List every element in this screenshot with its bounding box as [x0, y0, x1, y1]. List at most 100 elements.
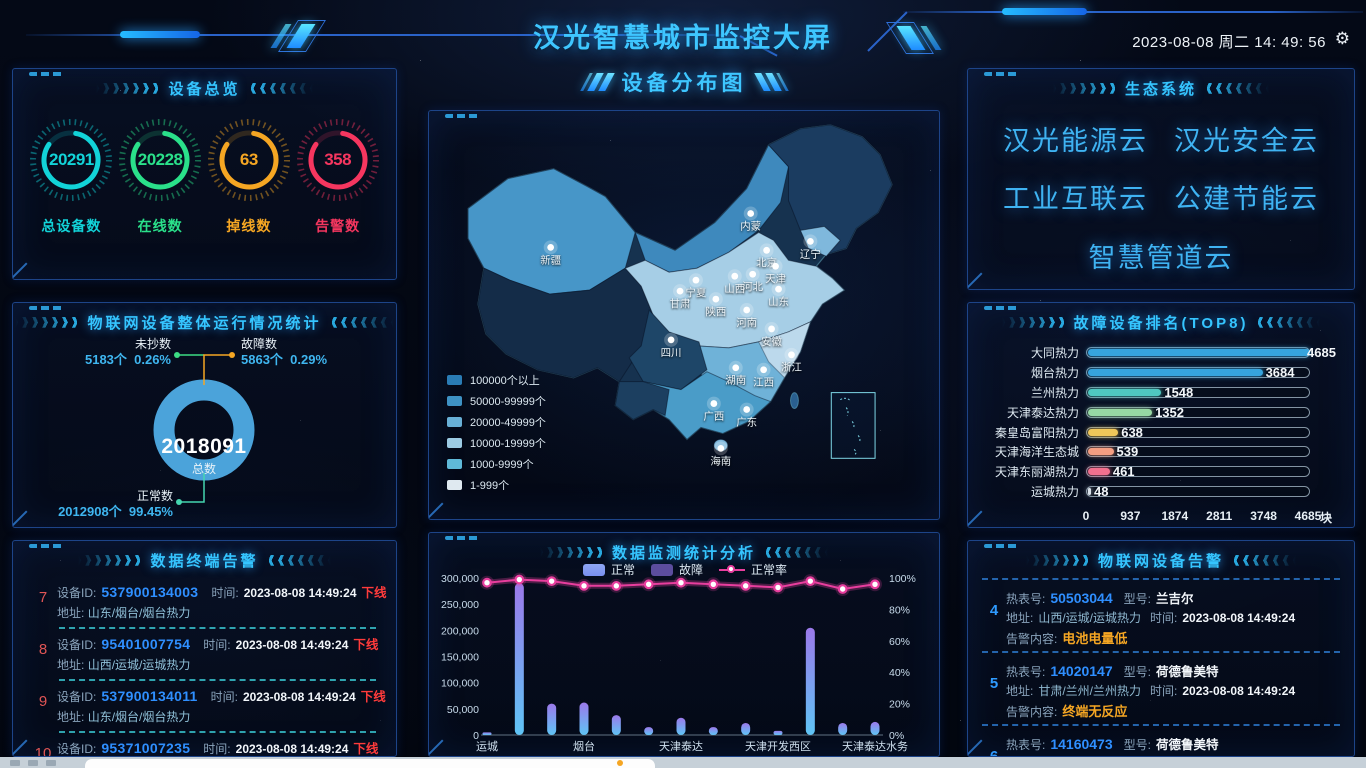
province-taiwan — [789, 392, 799, 410]
meter-label: 热表号: — [1006, 738, 1046, 752]
svg-text:宁夏: 宁夏 — [686, 286, 707, 299]
axis-tick: 2811 — [1206, 509, 1233, 524]
fault-rank-value: 1352 — [1155, 404, 1184, 420]
fault-rank-value: 461 — [1112, 464, 1135, 480]
bar-11 — [838, 722, 848, 735]
ecosystem-row: 汉光能源云 汉光安全云 — [968, 119, 1354, 158]
chevron-right-decor — [1234, 554, 1296, 566]
donut-total: 2018091 总数 — [134, 435, 274, 477]
settings-gear-icon[interactable]: ⚙ — [1334, 29, 1350, 48]
chevron-left-decor — [78, 554, 141, 566]
fault-rank-value: 48 — [1094, 483, 1109, 499]
ecosystem-link-公建节能云[interactable]: 公建节能云 — [1174, 184, 1319, 215]
iot-alarm-list[interactable]: 4 热表号: 50503044 型号: 兰吉尔 地址: 山西/运城/运城热力 时… — [968, 578, 1354, 756]
header: 汉光智慧城市监控大屏 2023-08-08 周二 14: 49: 56 ⚙ — [0, 0, 1366, 62]
map-marker-内蒙: 内蒙 — [740, 206, 761, 232]
svg-text:湖南: 湖南 — [725, 374, 746, 387]
content-label: 告警内容: — [1006, 632, 1058, 646]
header-capsule-right — [1002, 8, 1087, 15]
fault-rank-row: 大同热力 4685 — [982, 343, 1340, 363]
status-badge: 下线 — [360, 690, 386, 704]
panel-title-device-overview: 设备总览 — [13, 73, 396, 103]
legend-item-normal[interactable]: 正常 — [582, 561, 635, 578]
ecosystem-link-智慧管道云[interactable]: 智慧管道云 — [1088, 243, 1234, 274]
background-window-tab[interactable] — [85, 759, 655, 768]
time-label: 时间: — [211, 586, 239, 600]
legend-item-fault[interactable]: 故障 — [650, 561, 703, 578]
map-legend-item: 20000-49999个 — [447, 414, 546, 430]
svg-text:甘肃: 甘肃 — [670, 297, 691, 310]
province-anhui-jiangsu — [757, 321, 812, 379]
map-marker-辽宁: 辽宁 — [800, 234, 821, 260]
row-index: 10 — [34, 745, 52, 757]
map-legend-item: 50000-99999个 — [447, 393, 546, 409]
legend-item-rate[interactable]: 正常率 — [719, 561, 787, 578]
fault-rank-row: 运城热力 48 — [982, 482, 1340, 502]
device-id-label: 设备ID: — [57, 690, 97, 704]
bar-0 — [482, 732, 492, 735]
panel-title-ecosystem: 生态系统 — [968, 73, 1354, 103]
fault-rank-label: 天津泰达热力 — [1006, 405, 1079, 420]
gauge-group: 20291 总设备数 20228 在线数 63 掉线数 358 告警数 — [13, 103, 396, 236]
legend-swatch — [447, 459, 462, 469]
ecosystem-link-工业互联云[interactable]: 工业互联云 — [1003, 184, 1148, 215]
svg-text:海南: 海南 — [710, 454, 731, 467]
map-marker-海南: 海南 — [710, 441, 731, 467]
dashed-separator — [59, 731, 376, 733]
gauge-value: 20291 — [48, 150, 94, 169]
terminal-alarm-row: 7 设备ID: 537900134003 时间: 2023-08-08 14:4… — [25, 577, 387, 623]
fault-rank-row: 天津泰达热力 1352 — [982, 402, 1340, 422]
panel-iot-stats: 物联网设备整体运行情况统计 2018091 总数 未抄数 5183个 0.26% … — [12, 302, 397, 528]
map-marker-甘肃: 甘肃 — [670, 284, 691, 310]
device-id-value: 537900134003 — [101, 584, 199, 600]
time-value: 2023-08-08 14:49:24 — [235, 638, 349, 652]
row-index: 4 — [989, 602, 999, 619]
gauge-掉线数: 63 掉线数 — [206, 117, 292, 236]
row-index: 8 — [38, 641, 48, 658]
status-badge: 下线 — [361, 586, 387, 600]
legend-label: 1-999个 — [470, 480, 510, 492]
model-label: 型号: — [1123, 592, 1151, 606]
chevron-right-decor — [268, 554, 331, 566]
chevron-left-decor — [1001, 316, 1064, 328]
row-index: 7 — [38, 589, 48, 606]
terminal-alarm-list[interactable]: 7 设备ID: 537900134003 时间: 2023-08-08 14:4… — [13, 575, 396, 757]
chevron-left-decor — [96, 82, 159, 94]
svg-text:250,000: 250,000 — [441, 599, 479, 611]
bottom-window-strip[interactable] — [0, 757, 1366, 768]
svg-text:100%: 100% — [889, 573, 916, 585]
terminal-alarm-row: 10 设备ID: 95371007235 时间: 2023-08-08 14:4… — [25, 733, 386, 757]
svg-text:天津泰达水务: 天津泰达水务 — [842, 739, 908, 753]
svg-text:河北: 河北 — [742, 281, 763, 293]
model-value: 荷德鲁美特 — [1155, 665, 1219, 679]
ecosystem-link-汉光能源云[interactable]: 汉光能源云 — [1003, 125, 1148, 156]
panel-ecosystem: 生态系统 汉光能源云 汉光安全云 工业互联云 公建节能云 智慧管道云 — [967, 68, 1355, 290]
status-badge: 下线 — [353, 638, 379, 652]
device-id-value: 95401007754 — [101, 636, 191, 652]
header-line-left — [26, 34, 738, 36]
fault-rank-track: 638 — [1086, 425, 1310, 440]
svg-text:200,000: 200,000 — [441, 625, 479, 637]
map-markers: 新疆 内蒙 辽宁 北京 天津 河北 山西 山东 宁夏 — [540, 206, 821, 467]
bar-8 — [741, 722, 751, 735]
svg-text:北京: 北京 — [756, 256, 777, 269]
address-value: 山东/烟台/烟台热力 — [87, 710, 191, 724]
svg-text:天津泰达: 天津泰达 — [659, 739, 703, 753]
panel-title-monitor-chart: 数据监测统计分析 — [429, 537, 939, 567]
address-value: 山东/烟台/烟台热力 — [87, 606, 191, 620]
svg-text:四川: 四川 — [661, 347, 682, 359]
fault-rank-value: 539 — [1116, 444, 1139, 460]
ecosystem-link-汉光安全云[interactable]: 汉光安全云 — [1174, 125, 1319, 156]
panel-device-overview: 设备总览 20291 总设备数 20228 在线数 63 掉线数 — [12, 68, 397, 280]
legend-label: 100000个以上 — [470, 375, 540, 387]
gauge-总设备数: 20291 总设备数 — [28, 117, 114, 236]
content-label: 告警内容: — [1006, 705, 1058, 719]
map-marker-天津: 天津 — [765, 259, 786, 285]
fault-rank-label: 大同热力 — [1030, 346, 1079, 361]
alarm-content: 终端无反应 — [1062, 704, 1128, 719]
bar-7 — [708, 727, 718, 735]
map-marker-北京: 北京 — [756, 243, 777, 269]
svg-text:300,000: 300,000 — [441, 573, 479, 585]
fault-rank-track: 48 — [1086, 483, 1310, 499]
device-id-label: 设备ID: — [57, 638, 97, 652]
